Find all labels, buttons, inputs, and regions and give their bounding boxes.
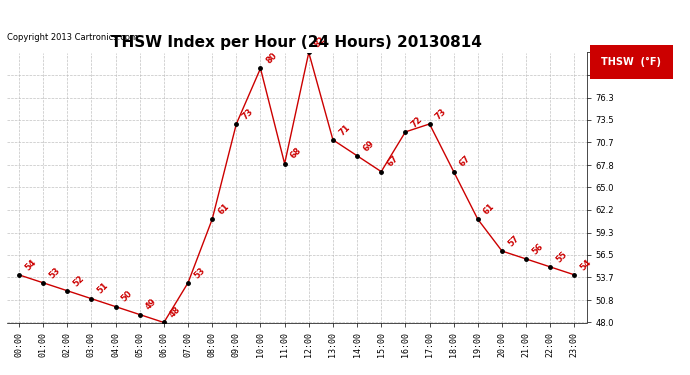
Text: 54: 54 (579, 257, 593, 272)
Text: THSW  (°F): THSW (°F) (602, 57, 661, 67)
Text: 73: 73 (434, 107, 448, 121)
Text: 80: 80 (265, 51, 279, 66)
Text: 52: 52 (72, 273, 86, 288)
Text: 49: 49 (144, 297, 159, 312)
Text: 82: 82 (313, 35, 328, 50)
Text: 68: 68 (289, 146, 304, 161)
Text: Copyright 2013 Cartronics.com: Copyright 2013 Cartronics.com (7, 33, 138, 42)
Text: 55: 55 (555, 249, 569, 264)
Text: 61: 61 (482, 202, 497, 216)
Text: 54: 54 (23, 257, 38, 272)
Text: 53: 53 (48, 266, 62, 280)
Text: 61: 61 (217, 202, 231, 216)
Text: 73: 73 (241, 107, 255, 121)
Text: 57: 57 (506, 234, 521, 248)
Title: THSW Index per Hour (24 Hours) 20130814: THSW Index per Hour (24 Hours) 20130814 (111, 35, 482, 50)
Text: 50: 50 (120, 289, 135, 304)
Text: 69: 69 (362, 138, 376, 153)
Text: 67: 67 (458, 154, 473, 169)
Text: 51: 51 (96, 281, 110, 296)
Text: 67: 67 (386, 154, 400, 169)
Text: 48: 48 (168, 305, 183, 320)
Text: 53: 53 (193, 266, 207, 280)
Text: 56: 56 (531, 242, 545, 256)
Text: 71: 71 (337, 123, 352, 137)
Text: 72: 72 (410, 114, 424, 129)
